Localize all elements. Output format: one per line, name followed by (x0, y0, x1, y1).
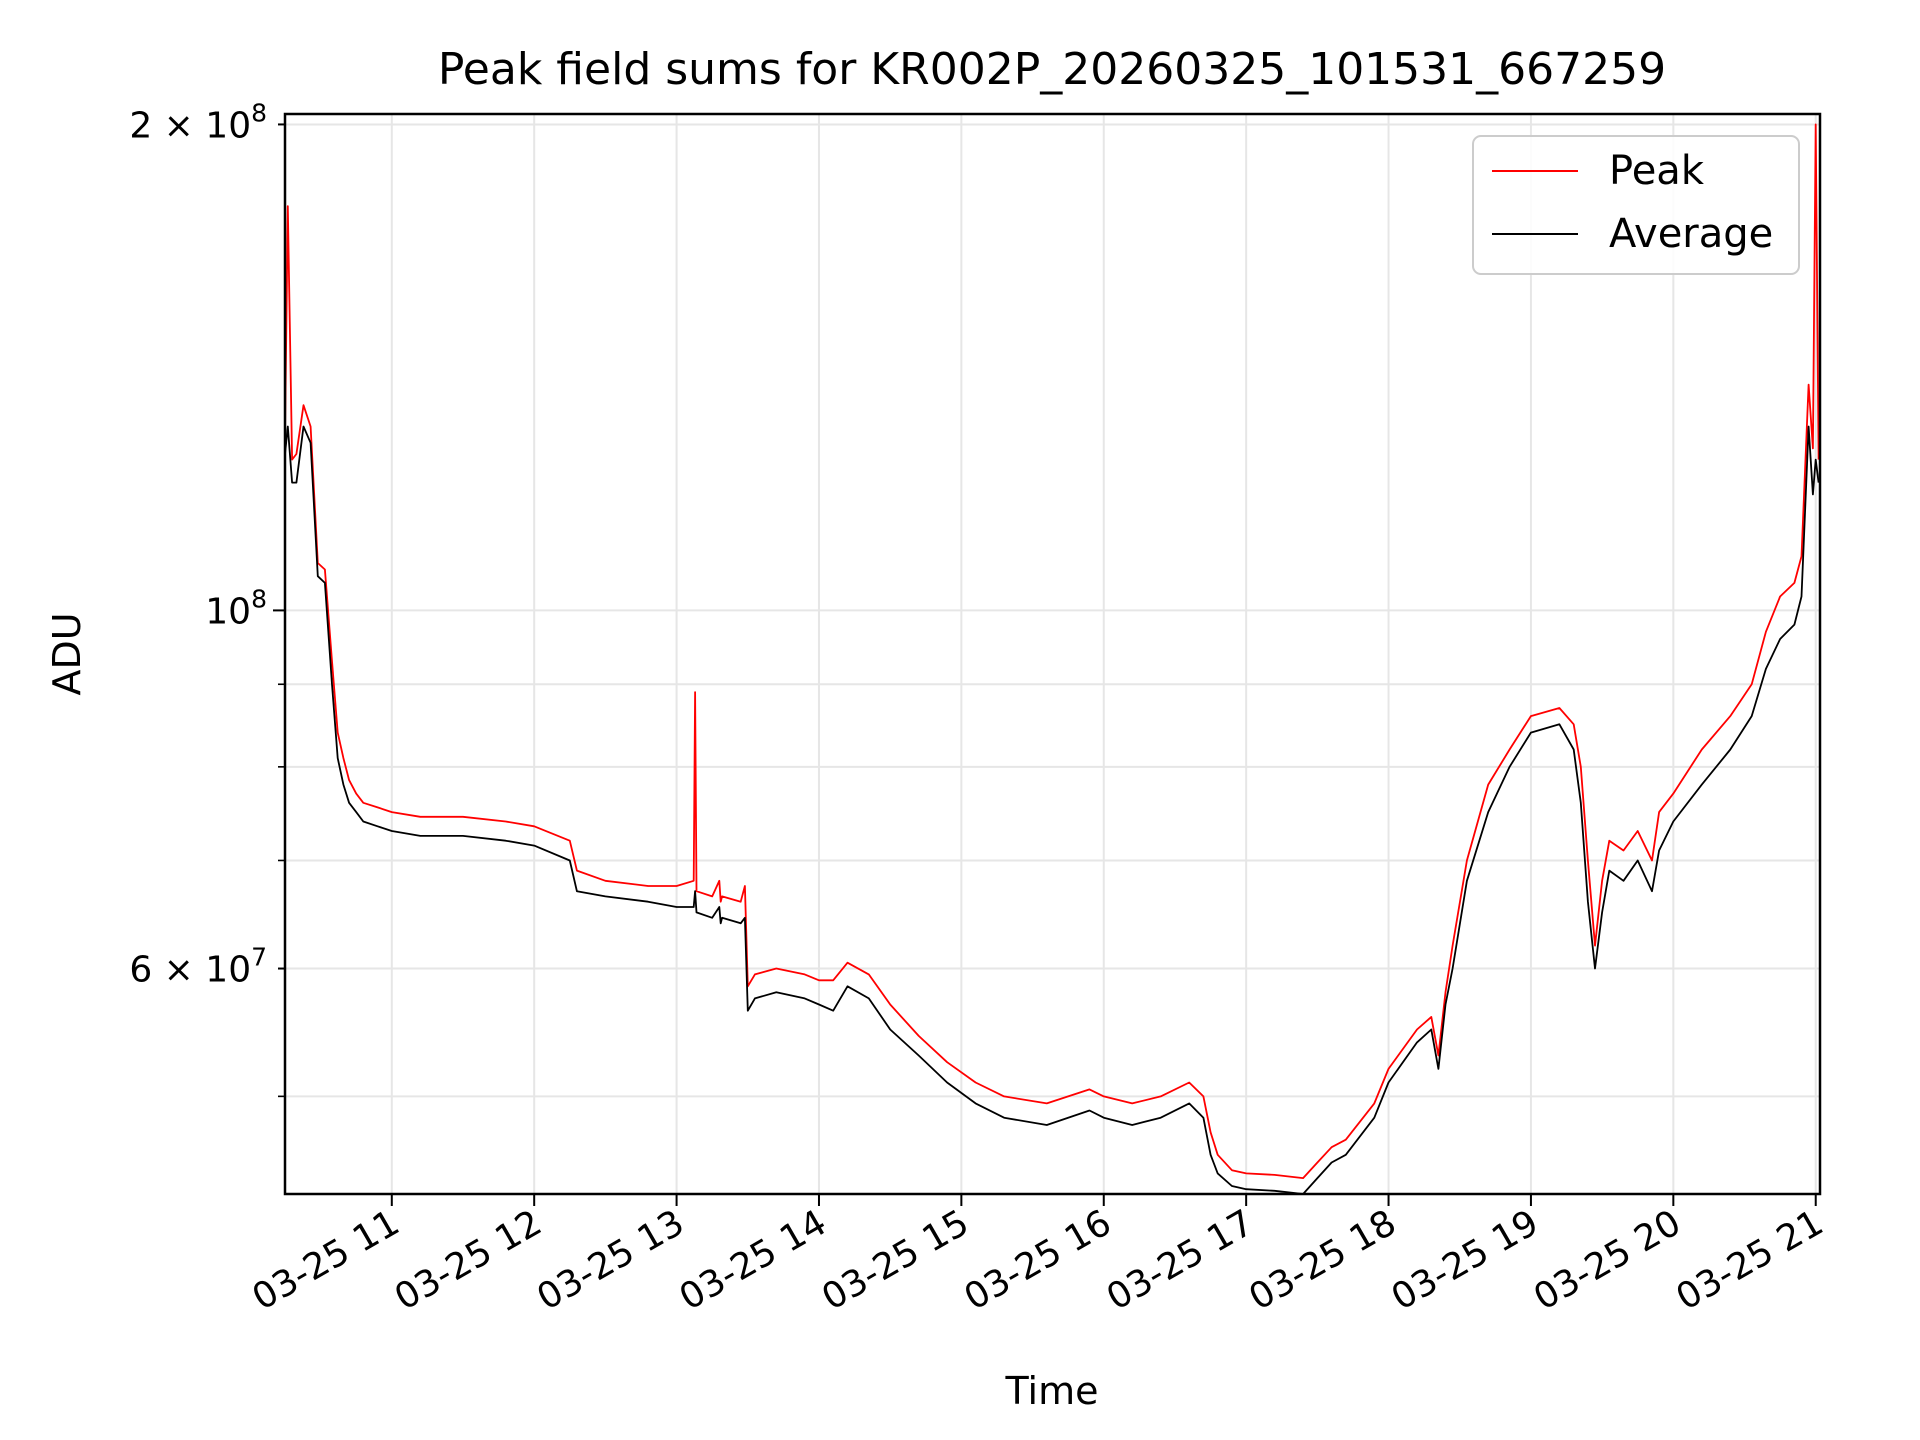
y-tick-label: 2 × 108 (129, 98, 267, 146)
chart-title: Peak field sums for KR002P_20260325_1015… (438, 44, 1666, 95)
legend-label-peak: Peak (1609, 148, 1705, 194)
y-tick-label: 6 × 107 (129, 943, 267, 991)
x-axis-label: Time (1005, 1369, 1099, 1413)
y-axis-label: ADU (45, 612, 89, 695)
y-tick-label: 108 (205, 584, 267, 632)
y-tick-label-exponent: 7 (251, 943, 267, 972)
plot-frame (283, 112, 1822, 1196)
y-tick-label-exponent: 8 (251, 584, 267, 613)
y-tick-label-base: 2 × 10 (129, 105, 251, 146)
legend: Peak Average (1472, 135, 1800, 275)
y-tick-label-exponent: 8 (251, 98, 267, 127)
series-line-peak (284, 123, 1820, 1179)
legend-label-average: Average (1609, 211, 1773, 257)
y-tick-label-base: 6 × 10 (129, 950, 251, 991)
series-layer (284, 123, 1820, 1195)
y-tick-label-base: 10 (205, 591, 251, 632)
grid (285, 114, 1820, 1194)
series-line-average (284, 425, 1820, 1195)
